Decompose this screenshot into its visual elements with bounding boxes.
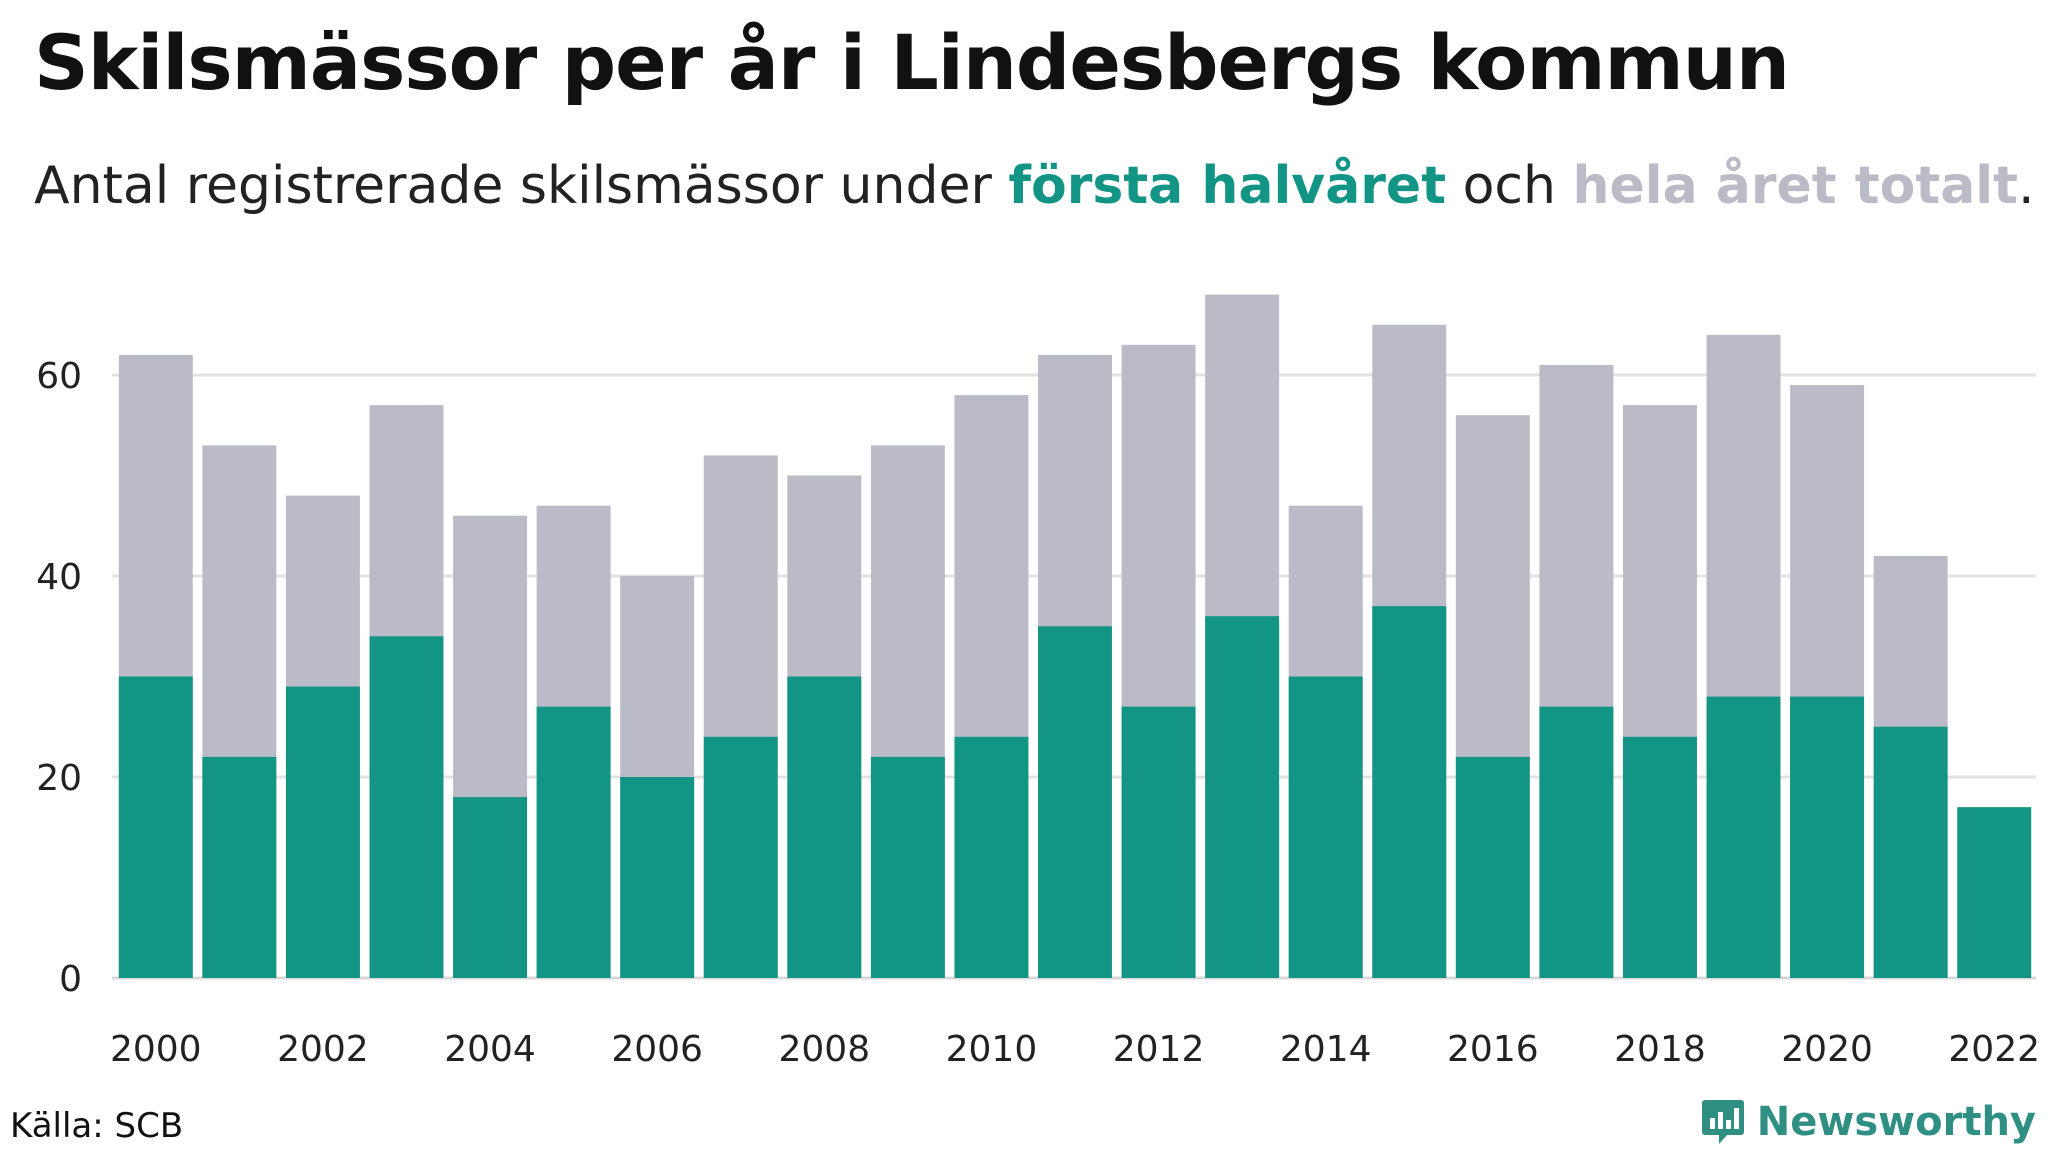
subtitle-prefix: Antal registrerade skilsmässor under: [34, 156, 1009, 216]
bar-first-half-2019: [1706, 696, 1781, 978]
x-tick-label: 2004: [444, 1029, 536, 1070]
brand-name: Newsworthy: [1756, 1099, 2036, 1145]
bar-first-half-2011: [1038, 626, 1112, 978]
x-tick-label: 2020: [1781, 1029, 1873, 1070]
subtitle-suffix: .: [2017, 156, 2035, 216]
bar-first-half-2010: [954, 736, 1029, 978]
y-tick-label: 0: [59, 959, 82, 1000]
bar-first-half-2003: [369, 636, 444, 978]
x-axis-labels: 2000 2002 2004 2006 2008 2010 2012 2014 2016 2018…: [110, 1029, 2040, 1070]
y-axis-labels: 0 20 40 60: [36, 356, 82, 1000]
x-tick-label: 2006: [611, 1029, 703, 1070]
source-note: Källa: SCB: [10, 1106, 184, 1146]
x-tick-label: 2000: [110, 1029, 202, 1070]
bar-first-half-2012: [1121, 706, 1196, 978]
y-tick-label: 20: [36, 758, 82, 799]
x-tick-label: 2022: [1948, 1029, 2040, 1070]
legend-first-half: första halvåret: [1008, 156, 1447, 216]
bars-first-half-series: [118, 606, 2032, 978]
chart-subtitle: Antal registrerade skilsmässor under för…: [34, 156, 2035, 216]
bar-first-half-2017: [1539, 706, 1614, 978]
brand-logo: Newsworthy: [1701, 1098, 2036, 1146]
bar-first-half-2000: [118, 676, 193, 978]
bar-first-half-2007: [703, 736, 778, 978]
legend-total: hela året totalt: [1572, 156, 2018, 216]
x-tick-label: 2002: [277, 1029, 369, 1070]
y-tick-label: 40: [36, 557, 82, 598]
bar-first-half-2021: [1873, 726, 1948, 978]
bar-first-half-2020: [1790, 696, 1865, 978]
subtitle-middle: och: [1446, 156, 1573, 216]
newsworthy-logo-icon: [1701, 1100, 1744, 1144]
chart-title: Skilsmässor per år i Lindesbergs kommun: [34, 18, 1790, 107]
x-tick-label: 2014: [1280, 1029, 1372, 1070]
x-tick-label: 2012: [1113, 1029, 1205, 1070]
bar-first-half-2008: [787, 676, 862, 978]
x-tick-label: 2018: [1614, 1029, 1706, 1070]
x-tick-label: 2010: [946, 1029, 1038, 1070]
bar-chart: 0 20 40 60 2000 2002 2004 2006 2008 2010 2012 2014…: [36, 294, 2040, 1070]
bar-first-half-2014: [1288, 676, 1363, 978]
bar-first-half-2002: [285, 686, 360, 978]
bar-first-half-2009: [870, 756, 945, 978]
y-tick-label: 60: [36, 356, 82, 397]
bar-first-half-2001: [202, 756, 277, 978]
bar-first-half-2022: [1957, 807, 2032, 978]
bar-first-half-2004: [453, 797, 528, 978]
bar-first-half-2006: [620, 777, 695, 978]
x-tick-label: 2016: [1447, 1029, 1539, 1070]
bar-first-half-2018: [1622, 736, 1697, 978]
bar-first-half-2016: [1455, 756, 1530, 978]
bar-first-half-2013: [1205, 616, 1280, 978]
x-tick-label: 2008: [778, 1029, 870, 1070]
bar-first-half-2005: [536, 706, 611, 978]
bar-first-half-2015: [1372, 606, 1447, 978]
